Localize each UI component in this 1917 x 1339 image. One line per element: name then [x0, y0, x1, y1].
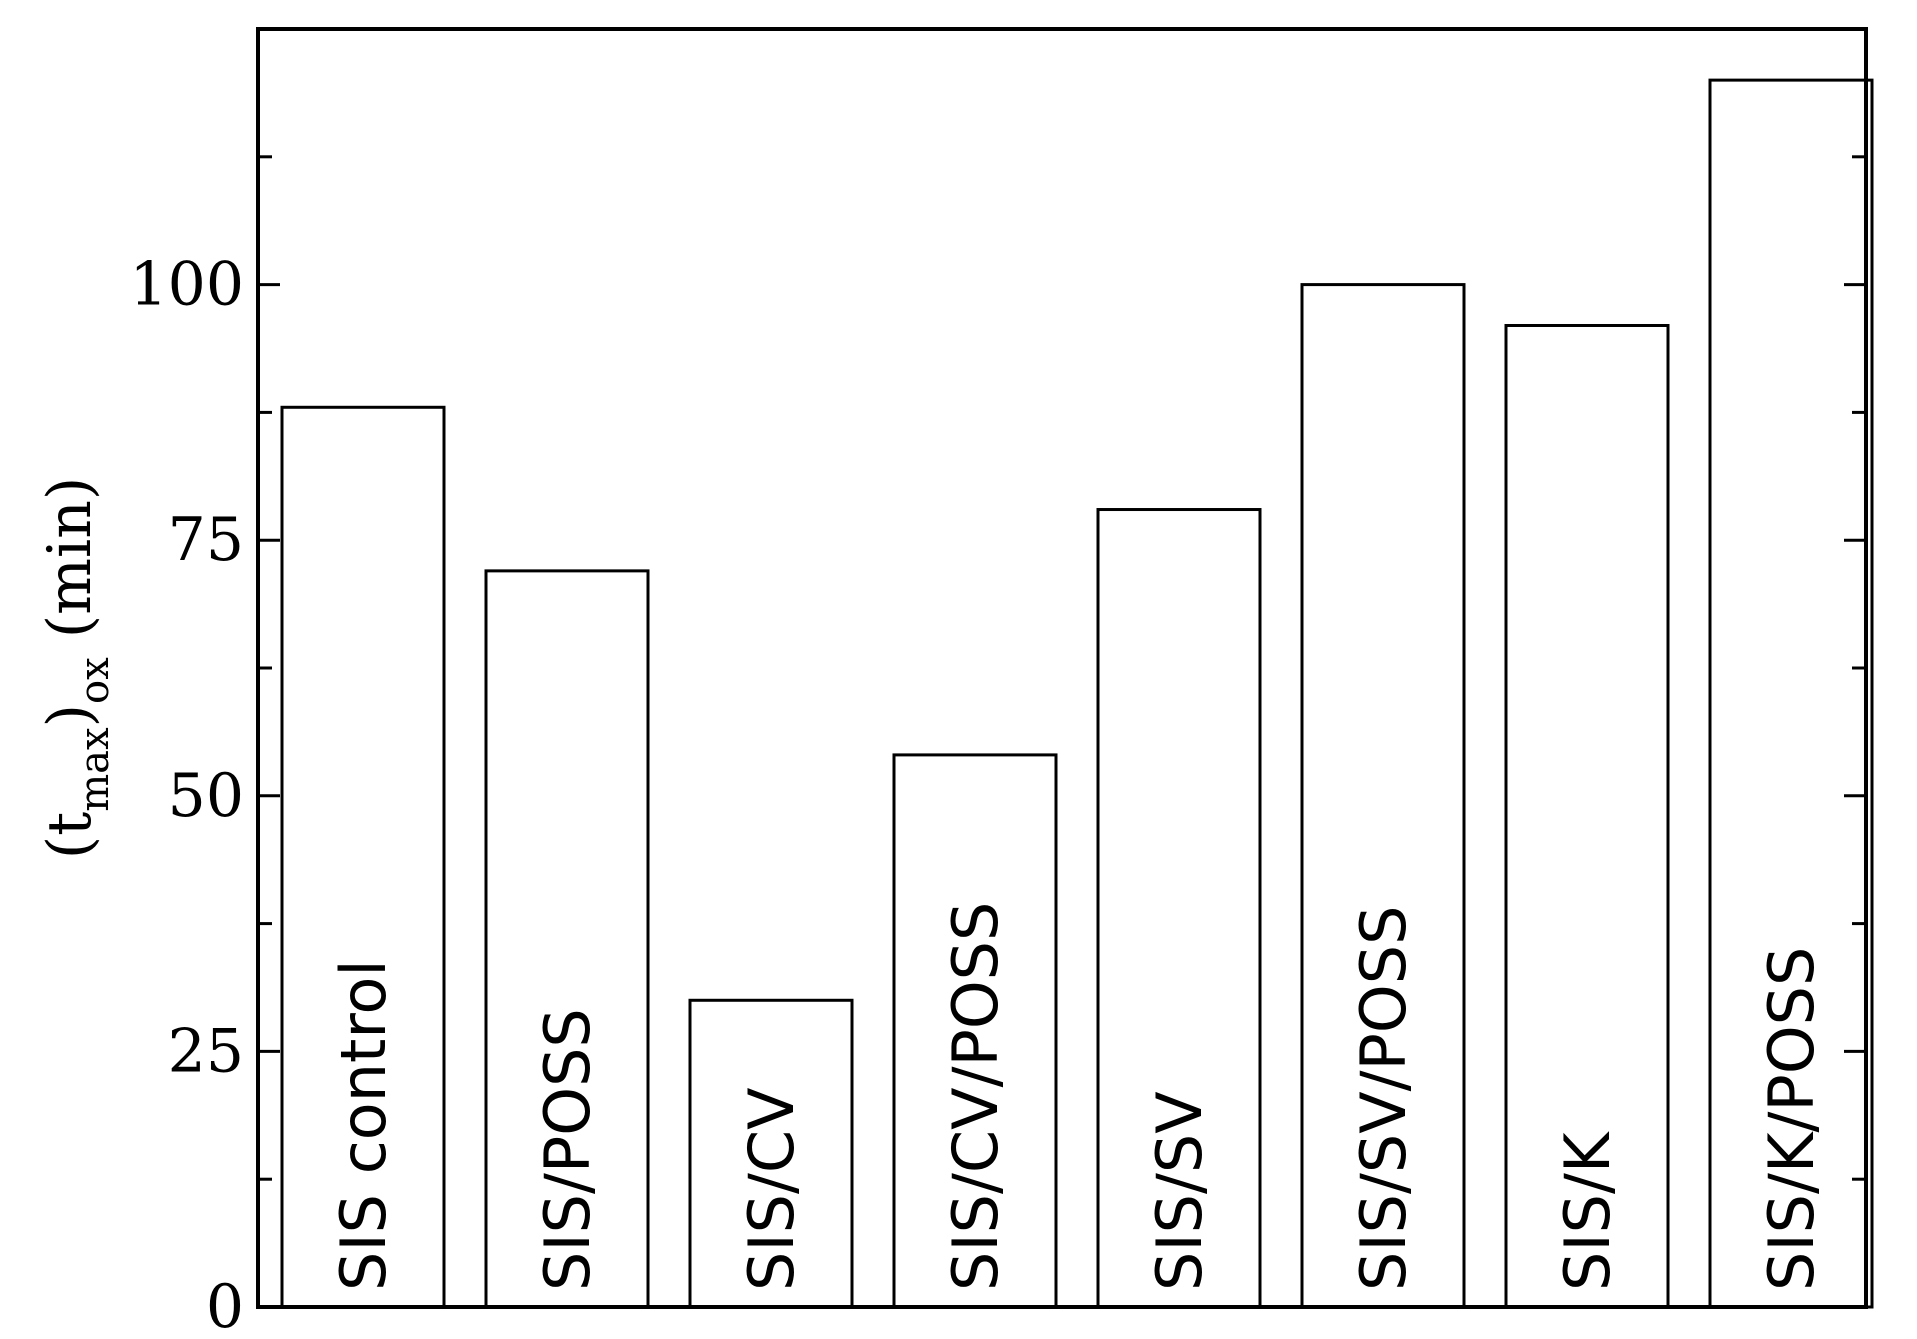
bar-label-sis-poss: SIS/POSS	[531, 1008, 604, 1291]
bar-sis-sv	[1096, 508, 1262, 1309]
y-tick-label-100: 100	[129, 250, 244, 320]
y-tick-labels: 0 25 50 75 100	[129, 250, 244, 1339]
bar-label-sis-control: SIS control	[327, 959, 400, 1291]
bar-sis-cv	[688, 998, 854, 1309]
y-tick-label-25: 25	[168, 1016, 244, 1086]
y-axis-label-close: )	[35, 704, 105, 727]
bar-sis-sv-poss	[1300, 283, 1466, 1309]
y-axis-label-sub-ox: ox	[72, 657, 118, 704]
y-axis-label-sub-max: max	[72, 727, 118, 812]
bar-labels: SIS control SIS/POSS SIS/CV SIS/CV/POSS SIS/…	[327, 902, 1828, 1291]
bar-label-sis-cv: SIS/CV	[735, 1087, 808, 1291]
bar-label-sis-cv-poss: SIS/CV/POSS	[939, 902, 1012, 1291]
bars	[280, 78, 1874, 1309]
bar-label-sis-sv: SIS/SV	[1143, 1091, 1216, 1291]
bar-sis-control	[280, 405, 446, 1309]
bar-sis-cv-poss	[892, 753, 1058, 1309]
plot-frame	[256, 27, 1868, 1309]
y-axis-label-unit: (min)	[35, 477, 105, 658]
y-tick-label-50: 50	[168, 761, 244, 831]
bar-label-sis-sv-poss: SIS/SV/POSS	[1347, 906, 1420, 1291]
bar-sis-poss	[484, 569, 650, 1309]
bar-label-sis-k: SIS/K	[1551, 1131, 1624, 1291]
y-tick-label-0: 0	[206, 1272, 244, 1339]
y-axis-label-open: (t	[35, 812, 105, 860]
bar-label-sis-k-poss: SIS/K/POSS	[1755, 947, 1828, 1291]
y-tick-label-75: 75	[168, 505, 244, 575]
y-axis-label: (tmax)ox (min)	[35, 477, 118, 860]
